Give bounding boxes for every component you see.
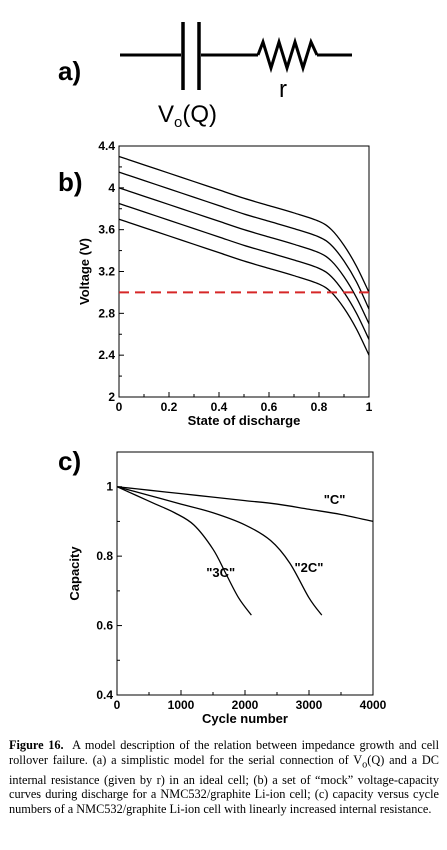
x-tick-label: 0 [116, 400, 123, 414]
series-line-4 [118, 202, 370, 340]
series-label-3: "3C" [206, 565, 235, 580]
y-tick-label: 0.8 [96, 549, 113, 563]
panel-b-label: b) [58, 167, 83, 197]
y-tick-label: 4.4 [98, 139, 115, 153]
x-tick-label: 0 [114, 698, 121, 712]
x-tick-label: 0.8 [311, 400, 328, 414]
panel-c-label: c) [58, 446, 81, 476]
y-tick-label: 4 [108, 181, 115, 195]
x-tick-label: 3000 [296, 698, 323, 712]
capacity-chart: 0 1000 2000 3000 4000 0.4 0.6 0.8 1 Cycle number C… [67, 451, 387, 726]
y-tick-label: 2 [108, 390, 115, 404]
y-tick-label: 2.4 [98, 348, 115, 362]
resistor-zigzag [256, 36, 319, 74]
y-axis-label: Capacity [67, 546, 82, 601]
caption-label: Figure 16. [9, 738, 64, 752]
x-tick-label: 0.4 [211, 400, 228, 414]
figure-caption: Figure 16. A model description of the re… [9, 738, 439, 816]
series-line-1 [116, 486, 374, 523]
caption-subscript: o [362, 759, 368, 771]
y-tick-label: 0.4 [96, 688, 113, 702]
y-tick-label: 3.6 [98, 223, 115, 237]
circuit-diagram [120, 22, 352, 90]
x-tick-label: 0.2 [161, 400, 178, 414]
caption-text-1: A model description of the relation betw… [9, 738, 439, 767]
y-tick-label: 1 [106, 480, 113, 494]
x-axis-label: State of discharge [188, 413, 301, 428]
resistor-label: r [279, 76, 287, 103]
x-axis-label: Cycle number [202, 711, 288, 726]
x-tick-label: 1000 [168, 698, 195, 712]
plot-frame [118, 145, 370, 398]
series-label-1: "C" [324, 492, 346, 507]
series-line-2 [116, 486, 323, 616]
y-axis-label: Voltage (V) [77, 238, 92, 305]
voltage-chart: 0 0.2 0.4 0.6 0.8 1 2 2.4 2.8 3.2 3.6 4 4.4 State of … [77, 139, 373, 428]
series-line-3 [118, 187, 370, 325]
x-tick-label: 4000 [360, 698, 387, 712]
capacitor-label: Vo(Q) [158, 101, 217, 131]
y-tick-label: 3.2 [98, 265, 115, 279]
series-line-5 [118, 218, 370, 356]
series-line-2 [118, 171, 370, 310]
x-tick-label: 0.6 [261, 400, 278, 414]
series-line-3 [116, 486, 252, 616]
x-tick-label: 1 [366, 400, 373, 414]
series-line-1 [118, 155, 370, 293]
panel-a-label: a) [58, 56, 81, 86]
y-tick-label: 0.6 [96, 619, 113, 633]
caption-text-2: (Q) and a DC internal resistance (given … [9, 752, 439, 816]
x-tick-label: 2000 [232, 698, 259, 712]
series-label-2: "2C" [295, 560, 324, 575]
plot-frame [116, 451, 374, 696]
y-tick-label: 2.8 [98, 306, 115, 320]
